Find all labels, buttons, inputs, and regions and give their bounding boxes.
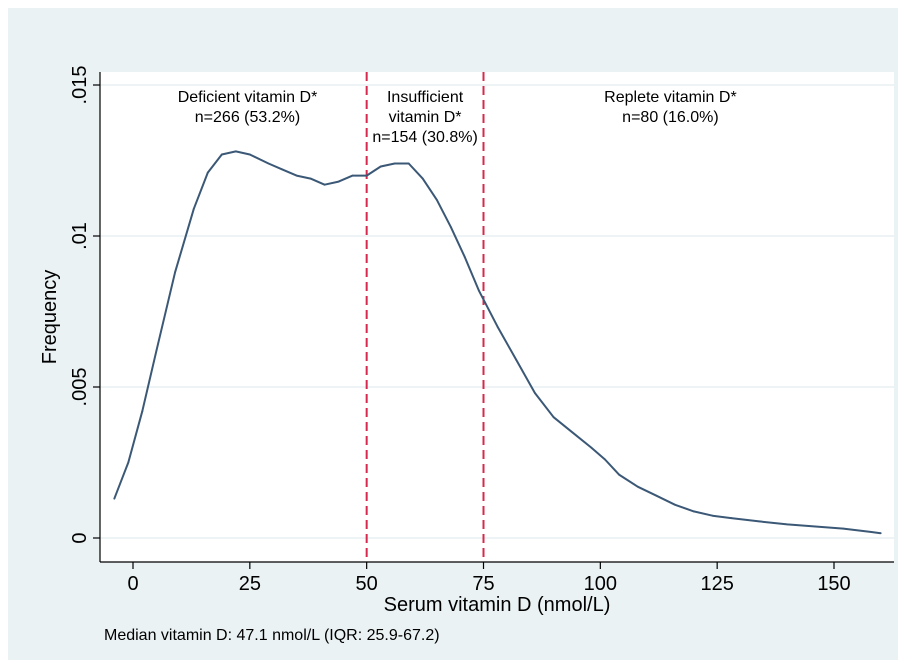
data-point: [814, 525, 817, 528]
x-tick-label: 150: [817, 573, 850, 595]
x-tick-label: 100: [584, 573, 617, 595]
annotation-line: Deficient vitamin D*: [178, 89, 318, 106]
grid-lines: [100, 84, 894, 539]
data-point: [281, 168, 284, 171]
data-point: [174, 271, 176, 274]
x-tick-label: 75: [472, 573, 494, 595]
data-point: [477, 289, 480, 292]
annotation-line: Insufficient: [387, 89, 464, 106]
data-point: [351, 174, 354, 177]
data-point: [552, 416, 555, 419]
data-point: [234, 150, 237, 153]
annotation-line: n=266 (53.2%): [195, 109, 300, 126]
annotation-line: n=154 (30.8%): [372, 129, 477, 146]
data-point: [267, 162, 270, 165]
data-point: [463, 256, 466, 259]
plot-region: [100, 72, 894, 562]
data-point: [711, 514, 714, 517]
axes: [99, 72, 894, 563]
data-point: [786, 523, 789, 526]
annotation-line: vitamin D*: [389, 109, 462, 126]
data-point: [636, 485, 639, 488]
data-point: [393, 162, 396, 165]
data-point: [692, 510, 695, 513]
data-point: [141, 410, 144, 413]
data-point: [496, 325, 499, 328]
footnote: Median vitamin D: 47.1 nmol/L (IQR: 25.9…: [104, 627, 440, 644]
data-point: [155, 349, 158, 352]
data-point: [449, 226, 452, 228]
data-point: [337, 180, 340, 183]
threshold-lines: [365, 72, 485, 562]
data-point: [220, 153, 223, 156]
y-tick-label: .01: [69, 222, 91, 250]
data-point: [248, 153, 251, 156]
data-point: [879, 532, 882, 535]
x-axis-label: Serum vitamin D (nmol/L): [384, 594, 611, 616]
data-point: [590, 446, 592, 449]
data-point: [206, 171, 209, 174]
data-point: [407, 162, 410, 165]
data-point: [127, 461, 130, 464]
annotation-line: n=80 (16.0%): [622, 109, 719, 126]
data-point: [323, 183, 326, 186]
data-point: [842, 527, 845, 530]
data-point: [295, 174, 298, 177]
data-point: [421, 177, 424, 180]
series-layer: [113, 150, 882, 535]
data-point: [870, 531, 873, 533]
y-tick-label: .005: [69, 368, 91, 407]
data-point: [655, 494, 658, 497]
data-point: [515, 358, 518, 361]
density-curve: [113, 150, 881, 535]
annotation-line: Replete vitamin D*: [604, 89, 737, 106]
data-point: [604, 458, 606, 461]
x-tick-label: 50: [356, 573, 378, 595]
ticks: 0 .005 .01 .015 0 25 50 75 100 125 150: [69, 66, 851, 595]
data-point: [309, 177, 312, 180]
y-tick-label: .015: [69, 66, 91, 105]
x-tick-label: 125: [700, 573, 733, 595]
data-point: [674, 503, 677, 506]
data-point: [365, 174, 368, 177]
data-point: [113, 497, 116, 500]
data-point: [571, 431, 574, 434]
data-point: [379, 165, 382, 168]
data-point: [758, 520, 761, 523]
data-point: [534, 392, 536, 394]
data-point: [730, 517, 733, 519]
data-point: [435, 198, 438, 201]
data-point: [618, 473, 620, 476]
y-tick-label: 0: [69, 532, 91, 543]
y-axis-label: Frequency: [39, 270, 61, 365]
data-point: [192, 207, 195, 210]
x-tick-label: 25: [239, 573, 261, 595]
x-tick-label: 0: [127, 573, 138, 595]
annotations: Deficient vitamin D* n=266 (53.2%) Insuffi…: [178, 89, 737, 146]
